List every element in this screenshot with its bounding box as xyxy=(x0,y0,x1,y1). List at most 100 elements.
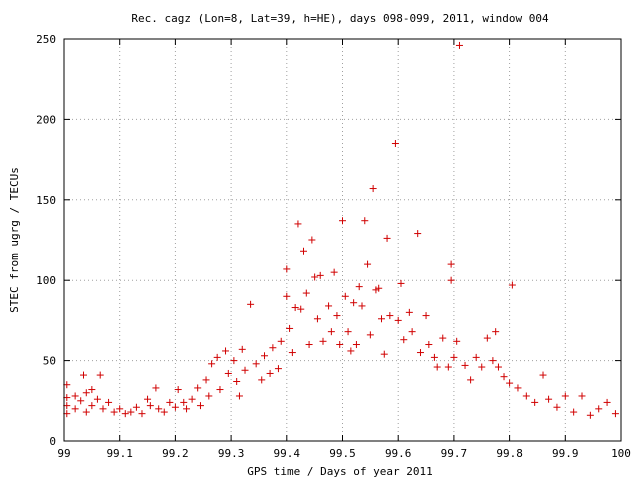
data-point xyxy=(224,369,232,377)
data-point xyxy=(391,140,399,148)
data-point xyxy=(450,353,458,361)
data-point xyxy=(196,402,204,410)
data-point xyxy=(455,41,463,49)
data-point xyxy=(539,371,547,379)
grid-lines xyxy=(64,39,621,441)
data-point xyxy=(233,378,241,386)
data-point xyxy=(79,371,87,379)
data-point xyxy=(364,260,372,268)
data-point xyxy=(394,316,402,324)
y-tick-label: 200 xyxy=(36,113,56,126)
data-point xyxy=(416,349,424,357)
data-point xyxy=(71,392,79,400)
data-point xyxy=(447,260,455,268)
data-point xyxy=(152,384,160,392)
data-point xyxy=(561,392,569,400)
data-point xyxy=(247,300,255,308)
data-point xyxy=(333,312,341,320)
data-point xyxy=(277,337,285,345)
data-point xyxy=(188,395,196,403)
data-point xyxy=(453,337,461,345)
y-axis-label: STEC from ugrg / TECUs xyxy=(8,167,21,313)
data-point xyxy=(194,384,202,392)
data-point xyxy=(494,363,502,371)
data-point xyxy=(439,334,447,342)
data-point xyxy=(283,292,291,300)
data-point xyxy=(316,271,324,279)
data-point xyxy=(545,395,553,403)
data-point xyxy=(121,410,129,418)
data-point xyxy=(127,408,135,416)
x-tick-label: 99.6 xyxy=(385,447,412,460)
data-point xyxy=(202,376,210,384)
data-point xyxy=(352,341,360,349)
data-point xyxy=(269,344,277,352)
data-point xyxy=(355,283,363,291)
data-points xyxy=(63,41,619,419)
data-point xyxy=(483,334,491,342)
y-tick-labels: 0 50 100 150 200 250 xyxy=(36,33,56,448)
data-point xyxy=(405,308,413,316)
y-tick-label: 50 xyxy=(43,355,56,368)
data-point xyxy=(319,337,327,345)
data-point xyxy=(595,405,603,413)
data-point xyxy=(252,360,260,368)
data-point xyxy=(433,363,441,371)
data-point xyxy=(330,268,338,276)
data-point xyxy=(514,384,522,392)
data-point xyxy=(241,366,249,374)
data-point xyxy=(283,265,291,273)
data-point xyxy=(110,408,118,416)
data-point xyxy=(408,328,416,336)
data-point xyxy=(96,371,104,379)
axis-ticks xyxy=(63,38,622,442)
data-point xyxy=(553,403,561,411)
y-tick-label: 0 xyxy=(49,435,56,448)
data-point xyxy=(258,376,266,384)
data-point xyxy=(347,347,355,355)
data-point xyxy=(603,398,611,406)
data-point xyxy=(350,299,358,307)
x-tick-labels: 99 99.1 99.2 99.3 99.4 99.5 99.6 99.7 99.8 99.9 10… xyxy=(57,447,631,460)
data-point xyxy=(208,360,216,368)
x-tick-label: 99 xyxy=(57,447,70,460)
data-point xyxy=(358,302,366,310)
data-point xyxy=(327,328,335,336)
data-point xyxy=(174,386,182,394)
data-point xyxy=(82,389,90,397)
data-point xyxy=(222,347,230,355)
data-point xyxy=(302,289,310,297)
chart-title: Rec. cagz (Lon=8, Lat=39, h=HE), days 09… xyxy=(131,12,549,25)
data-point xyxy=(467,376,475,384)
data-point xyxy=(447,276,455,284)
data-point xyxy=(508,281,516,289)
data-point xyxy=(274,365,282,373)
data-point xyxy=(461,361,469,369)
data-point xyxy=(414,230,422,238)
data-point xyxy=(291,304,299,312)
data-point xyxy=(116,405,124,413)
data-point xyxy=(336,341,344,349)
data-point xyxy=(506,379,514,387)
data-point xyxy=(238,345,246,353)
data-point xyxy=(311,273,319,281)
data-point xyxy=(99,405,107,413)
data-point xyxy=(171,403,179,411)
data-point xyxy=(489,357,497,365)
x-tick-label: 99.9 xyxy=(552,447,579,460)
data-point xyxy=(313,315,321,323)
data-point xyxy=(294,220,302,228)
data-point xyxy=(361,217,369,225)
data-point xyxy=(138,410,146,418)
data-point xyxy=(105,398,113,406)
data-point xyxy=(166,398,174,406)
data-point xyxy=(578,392,586,400)
data-point xyxy=(155,405,163,413)
data-point xyxy=(383,234,391,242)
data-point xyxy=(570,408,578,416)
data-point xyxy=(500,373,508,381)
data-point xyxy=(183,405,191,413)
y-tick-label: 150 xyxy=(36,194,56,207)
data-point xyxy=(422,312,430,320)
data-point xyxy=(492,328,500,336)
